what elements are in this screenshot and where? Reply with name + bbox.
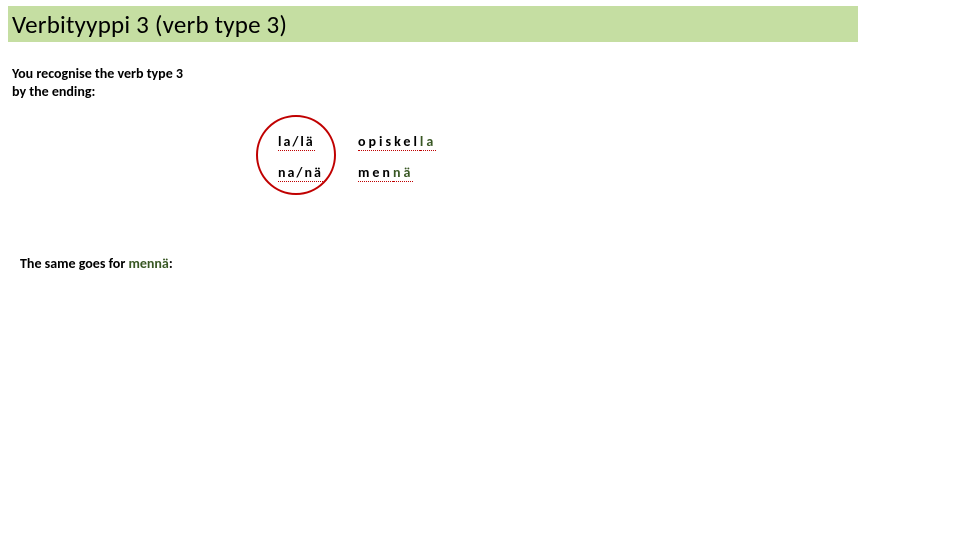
footer-word: mennä [128, 255, 168, 272]
example-1-stem: opiskel [358, 133, 420, 151]
page-title: Verbityyppi 3 (verb type 3) [12, 9, 287, 40]
example-row-2: mennä [358, 164, 413, 181]
intro-line2: by the ending: [12, 83, 95, 100]
ending-row-1: la/lä [278, 133, 315, 150]
ending-1-text: la/lä [278, 133, 315, 151]
highlight-circle [256, 115, 336, 195]
ending-2-text: na/nä [278, 164, 323, 182]
title-bar: Verbityyppi 3 (verb type 3) [8, 6, 858, 42]
example-1-highlight: la [420, 133, 436, 151]
intro-line1: You recognise the verb type 3 [12, 65, 183, 82]
footer-suffix: : [169, 255, 173, 272]
footer-prefix: The same goes for [20, 255, 128, 272]
example-2-stem: men [358, 164, 393, 182]
ending-row-2: na/nä [278, 164, 323, 181]
footer-note: The same goes for mennä: [20, 255, 173, 272]
example-row-1: opiskella [358, 133, 436, 150]
intro-text: You recognise the verb type 3 by the end… [12, 65, 262, 100]
example-2-highlight: nä [393, 164, 413, 182]
